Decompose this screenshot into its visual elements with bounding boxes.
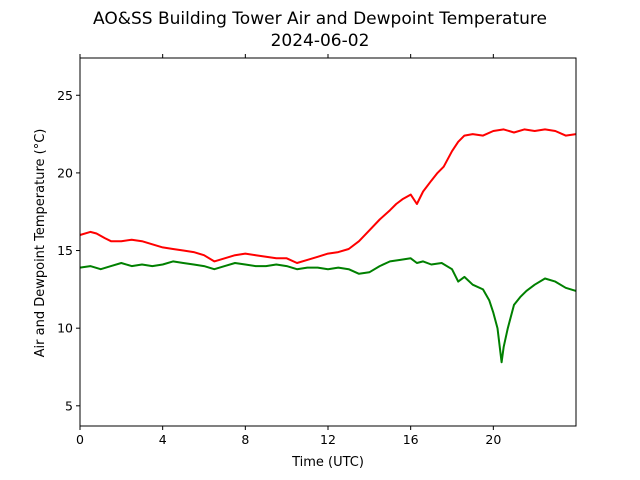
chart-title: AO&SS Building Tower Air and Dewpoint Te… [93, 9, 547, 29]
y-tick-label: 20 [57, 165, 73, 180]
series-line-0 [79, 128, 577, 264]
plot-frame [79, 57, 577, 427]
y-axis-label: Air and Dewpoint Temperature (°C) [33, 129, 48, 358]
y-tick-label: 10 [57, 321, 73, 336]
x-tick-label: 12 [320, 432, 336, 447]
x-tick-label: 4 [159, 432, 167, 447]
x-axis-label: Time (UTC) [291, 455, 364, 470]
y-tick-label: 15 [57, 243, 73, 258]
x-tick-label: 20 [485, 432, 501, 447]
y-tick-label: 5 [65, 398, 73, 413]
x-tick-label: 16 [403, 432, 419, 447]
x-tick-label: 8 [241, 432, 249, 447]
chart-subtitle: 2024-06-02 [271, 31, 370, 51]
series-line-1 [79, 257, 577, 364]
plot-area: 0 4 8 12 16 20 5 10 15 20 25 [57, 54, 577, 447]
y-tick-label: 25 [57, 88, 73, 103]
x-tick-label: 0 [76, 432, 84, 447]
